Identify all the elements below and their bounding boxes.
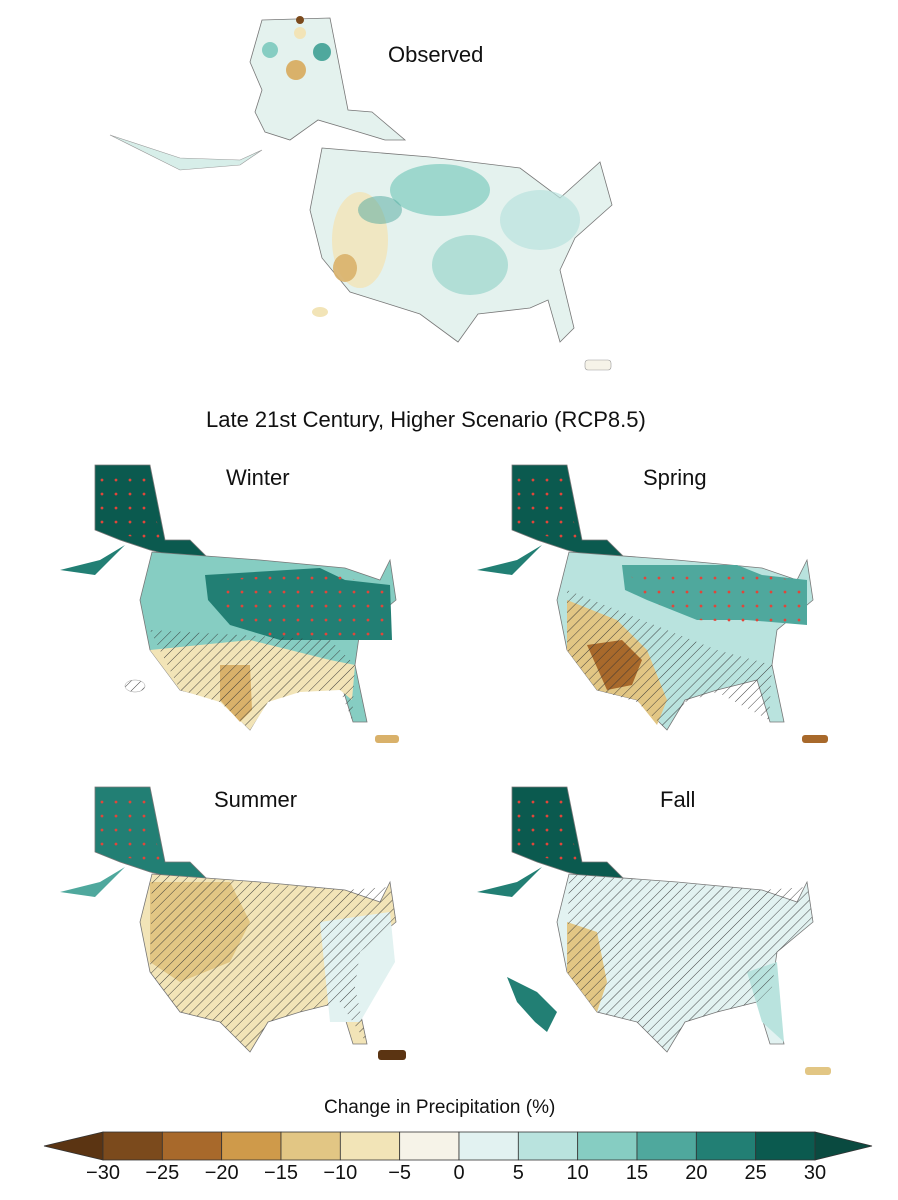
legend-tick-label: 10 [566,1162,589,1184]
legend-tick-label: 20 [685,1162,708,1184]
panel-title-spring: Spring [643,465,707,490]
legend-swatch [221,1131,282,1161]
legend-tick-label: −15 [264,1162,298,1184]
legend-tick-label: 25 [744,1162,767,1184]
legend-tick-label: 15 [625,1162,649,1184]
seasonal-maps [60,464,831,1075]
observed-title: Observed [388,42,484,67]
legend-tick-label: −10 [323,1162,358,1184]
observed-puerto-rico [584,359,612,371]
legend-swatch [102,1131,163,1161]
panel-title-fall: Fall [660,787,696,812]
legend-swatch [517,1131,579,1161]
legend-tick-label: 30 [803,1162,827,1184]
observed-conus [309,147,613,343]
panel-title-winter: Winter [226,465,290,490]
legend-swatch [695,1131,757,1161]
panel-title-summer: Summer [214,787,298,812]
legend-arrow-high [814,1131,873,1161]
spring-map [477,464,828,743]
summer-map [60,786,406,1060]
legend-tick-label: −30 [86,1162,120,1184]
legend-swatch [280,1131,341,1161]
legend-swatch [636,1131,697,1161]
legend-tick-label: −25 [145,1162,180,1184]
section-title: Late 21st Century, Higher Scenario (RCP8… [206,407,646,432]
legend-swatch [458,1131,519,1161]
winter-map [60,464,399,743]
legend-swatch [577,1131,638,1161]
legend-tick-label: 0 [453,1162,465,1184]
legend-tick-label: 5 [512,1162,524,1184]
legend-swatch [161,1131,223,1161]
legend-arrow-low [43,1131,104,1161]
legend-title: Change in Precipitation (%) [324,1097,556,1118]
observed-hawaii [312,307,328,317]
color-legend [43,1131,873,1161]
legend-swatch [339,1131,401,1161]
legend-swatch [755,1131,816,1161]
fall-map [477,786,831,1075]
observed-map [109,16,613,371]
observed-alaska [109,16,407,171]
legend-tick-label: −5 [388,1162,412,1184]
legend-tick-label: −20 [204,1162,239,1184]
legend-swatch [399,1131,460,1161]
